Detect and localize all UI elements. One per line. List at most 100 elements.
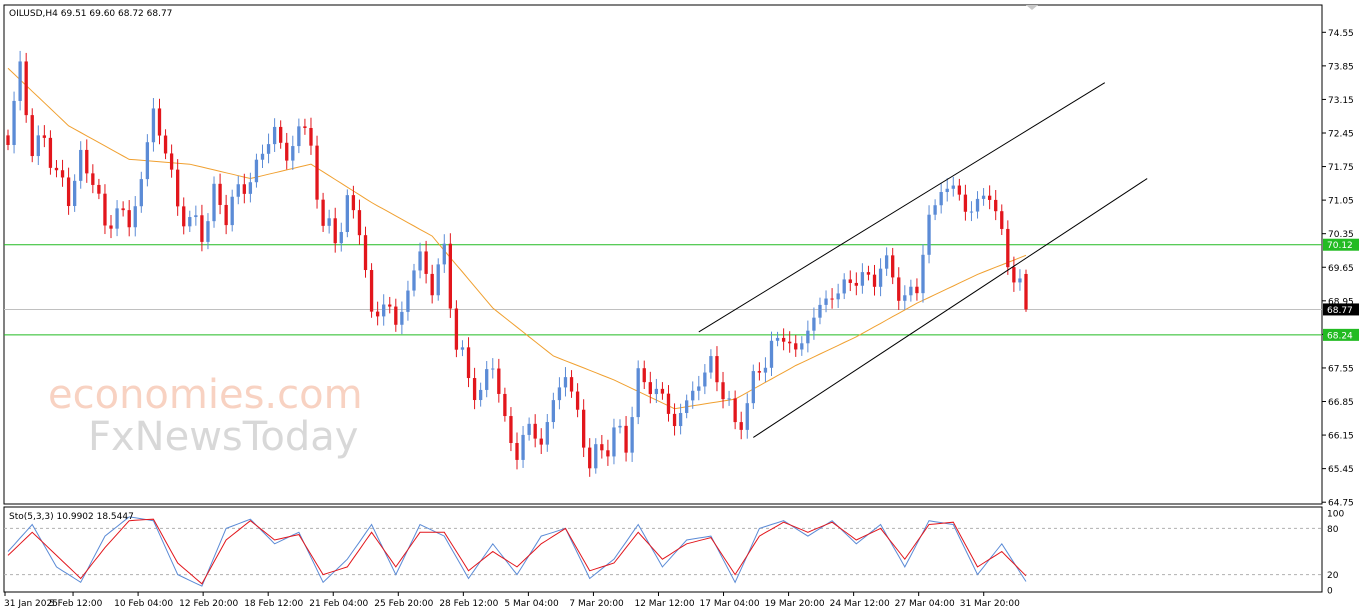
- price-tick-label: 67.55: [1328, 364, 1354, 374]
- candle-body: [557, 387, 562, 401]
- candle-body: [66, 177, 71, 207]
- candle-body: [448, 243, 453, 309]
- price-tick-label: 64.75: [1328, 499, 1354, 509]
- candle-body: [85, 149, 89, 174]
- stochastic-signal-line: [7, 518, 1027, 585]
- candle-body: [103, 193, 107, 226]
- candle-body: [285, 142, 289, 161]
- candle-body: [327, 218, 331, 226]
- price-tick-label: 74.55: [1328, 29, 1354, 39]
- price-tick-label: 66.15: [1328, 432, 1354, 442]
- candle-body: [963, 194, 968, 212]
- time-tick-label: 12 Mar 12:00: [634, 599, 694, 609]
- candle-body: [781, 337, 786, 342]
- candle-body: [200, 215, 204, 242]
- candle-body: [769, 340, 774, 368]
- price-axis: 74.55 73.85 73.15 72.45 71.75 71.05 70.35 69.65…: [1322, 29, 1359, 509]
- candle-body: [551, 400, 556, 423]
- candle-body: [921, 254, 925, 294]
- candle-body: [388, 304, 392, 307]
- candle-body: [42, 135, 47, 138]
- candle-body: [18, 61, 22, 101]
- time-tick-label: 10 Feb 04:00: [114, 599, 173, 609]
- symbol-header: OILUSD,H4 69.51 69.60 68.72 68.77: [9, 9, 172, 19]
- candle-body: [279, 126, 283, 143]
- time-tick-label: 17 Mar 04:00: [700, 599, 760, 609]
- level-price-label: 68.24: [1327, 331, 1353, 341]
- candle-body: [630, 417, 634, 453]
- candle-body: [654, 388, 659, 395]
- candle-body: [612, 427, 616, 457]
- candle-body: [975, 198, 980, 212]
- candle-body: [636, 368, 640, 418]
- candle-body: [48, 137, 53, 168]
- candle-body: [745, 403, 749, 430]
- candle-body: [703, 372, 707, 387]
- candle-body: [987, 195, 992, 200]
- candle-body: [957, 185, 962, 195]
- candle-body: [430, 273, 434, 296]
- watermark-line1: economies.com: [48, 372, 363, 418]
- candle-body: [545, 422, 549, 445]
- candle-body: [315, 145, 319, 200]
- candle-body: [624, 425, 628, 453]
- candle-body: [369, 270, 374, 312]
- level-price-badge: [1323, 238, 1359, 251]
- candle-body: [884, 255, 889, 269]
- candle-body: [115, 208, 119, 229]
- candle-body: [727, 398, 731, 400]
- candle-body: [691, 390, 695, 401]
- candle-body: [145, 142, 150, 180]
- candle-body: [969, 211, 974, 213]
- time-tick-label: 24 Mar 12:00: [830, 599, 890, 609]
- candle-body: [351, 195, 356, 211]
- candle-body: [248, 182, 253, 194]
- candle-body: [206, 221, 210, 242]
- candle-body: [994, 199, 998, 212]
- candle-body: [133, 206, 137, 228]
- candle-body: [600, 444, 604, 451]
- candle-body: [242, 184, 246, 194]
- candle-body: [382, 304, 386, 317]
- candles-layer: [6, 50, 1028, 477]
- candle-body: [163, 135, 168, 154]
- levels-layer: [4, 244, 1322, 336]
- candle-body: [666, 393, 671, 414]
- candle-body: [872, 274, 877, 287]
- candle-body: [915, 286, 919, 294]
- candle-body: [297, 126, 301, 147]
- candle-body: [260, 153, 265, 160]
- candle-body: [909, 286, 913, 296]
- candle-body: [515, 442, 519, 460]
- candle-body: [648, 382, 652, 395]
- candle-body: [581, 409, 586, 448]
- candle-body: [891, 255, 895, 278]
- candle-body: [721, 382, 725, 400]
- candle-body: [933, 205, 937, 215]
- time-tick-label: 7 Mar 20:00: [569, 599, 624, 609]
- candle-body: [569, 377, 574, 392]
- candle-body: [533, 423, 537, 439]
- candle-body: [527, 423, 531, 435]
- stochastic-tick-label: 0: [1327, 587, 1333, 597]
- candle-body: [485, 369, 489, 390]
- candle-body: [272, 126, 277, 145]
- candle-body: [1006, 228, 1010, 268]
- candle-body: [188, 217, 192, 227]
- time-tick-label: 12 Feb 20:00: [179, 599, 238, 609]
- stochastic-tick-label: 20: [1327, 571, 1339, 581]
- candle-body: [236, 184, 240, 197]
- candle-body: [303, 126, 307, 128]
- candle-body: [830, 298, 834, 300]
- candle-body: [127, 210, 131, 228]
- candle-body: [36, 135, 40, 157]
- candle-body: [1024, 273, 1028, 310]
- price-tick-label: 70.35: [1328, 230, 1354, 240]
- candle-body: [763, 367, 768, 373]
- candle-body: [406, 290, 410, 312]
- candle-body: [394, 306, 398, 325]
- time-tick-label: 5 Feb 12:00: [49, 599, 103, 609]
- candle-body: [97, 184, 101, 194]
- candle-body: [672, 413, 677, 427]
